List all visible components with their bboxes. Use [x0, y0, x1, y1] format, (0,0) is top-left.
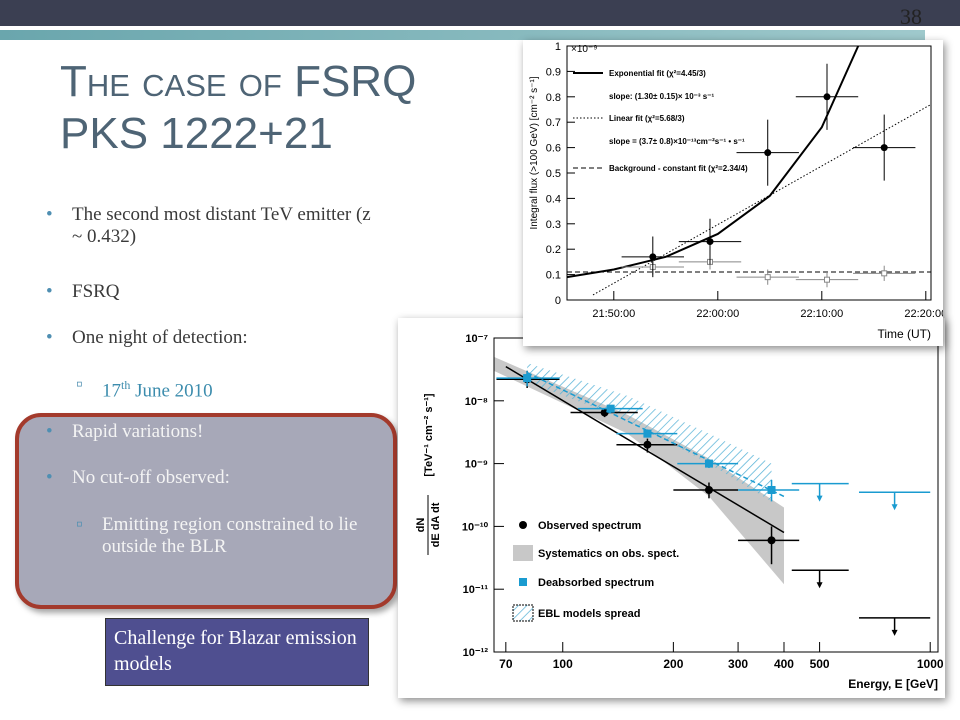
title-line: PKS 1222+21 — [60, 109, 333, 158]
callout: Challenge for Blazar emission models — [105, 618, 369, 686]
slide-title: The case of FSRQ PKS 1222+21 — [60, 56, 416, 160]
legend-swatch — [513, 545, 533, 561]
bullet: The second most distant TeV emitter (z ~… — [46, 204, 372, 248]
bullet: No cut-off observed: — [46, 467, 230, 489]
date-day: 17 — [102, 380, 121, 402]
y-tick-label: 0.3 — [546, 219, 561, 231]
y-tick-label: 10⁻⁹ — [465, 459, 488, 471]
data-point — [606, 404, 615, 413]
spectrum-chart: 10⁻¹² 10⁻¹¹ 10⁻¹⁰ 10⁻⁹ 10⁻⁸ 10⁻⁷ 70 100 200 300 40… — [415, 333, 944, 691]
y-label-units: [TeV⁻¹ cm⁻² s⁻¹] — [423, 393, 435, 477]
date-rest: June 2010 — [130, 380, 213, 402]
fit-line — [592, 103, 932, 296]
y-tick-label: 0.5 — [546, 168, 561, 180]
legend-label: EBL models spread — [538, 608, 641, 620]
data-point — [706, 238, 714, 246]
x-tick-label: 22:10:00 — [800, 308, 843, 320]
x-tick-label: 1000 — [917, 657, 944, 671]
legend-label: Deabsorbed spectrum — [538, 577, 654, 589]
x-tick-label: 22:00:00 — [696, 308, 739, 320]
y-tick-label: 0 — [555, 295, 561, 307]
data-point — [767, 485, 776, 494]
data-point — [649, 253, 657, 261]
x-tick-label: 22:20:00 — [904, 308, 943, 320]
data-point — [823, 93, 831, 101]
legend-label: Observed spectrum — [538, 520, 642, 532]
legend-swatch — [512, 604, 534, 622]
date-suffix: th — [121, 378, 131, 392]
bullet: Rapid variations! — [46, 421, 203, 443]
highlight-box — [15, 413, 397, 609]
legend-note: slope = (3.7± 0.8)×10⁻¹³cm⁻²s⁻¹ • s⁻¹ — [609, 137, 745, 146]
data-point — [523, 374, 532, 383]
y-axis-label: dN dE dA dt [TeV⁻¹ cm⁻² s⁻¹] — [415, 393, 442, 555]
lightcurve-figure: 0 0.1 0.2 0.3 0.4 0.5 0.6 0.7 0.8 0.9 1 21:50:00 22:… — [523, 40, 947, 346]
y-tick-label: 0.1 — [546, 270, 561, 282]
arrow-head — [891, 629, 898, 636]
data-point — [824, 276, 830, 283]
plot-frame — [566, 45, 932, 301]
arrow-head — [816, 495, 823, 502]
x-tick-label: 100 — [553, 657, 573, 671]
data-point — [643, 440, 652, 449]
y-tick-label: 0.9 — [546, 66, 561, 78]
sub-bullet: 17th June 2010 — [76, 374, 213, 402]
y-label-den: dE dA dt — [430, 502, 442, 547]
y-tick-label: 10⁻¹¹ — [463, 584, 489, 596]
legend-marker — [519, 521, 527, 529]
data-point — [643, 429, 652, 438]
title-line: The case of FSRQ — [60, 57, 417, 106]
data-point — [880, 144, 888, 152]
top-bar — [0, 0, 960, 26]
data-point — [764, 149, 772, 157]
y-label-num: dN — [415, 518, 427, 533]
y-tick-label: 10⁻¹² — [463, 647, 489, 659]
legend-label: Linear fit (χ²=5.68/3) — [609, 114, 685, 123]
y-tick-label: 10⁻⁸ — [465, 396, 488, 408]
x-tick-label: 70 — [499, 657, 513, 671]
y-tick-label: 0.6 — [546, 143, 561, 155]
y-tick-label: 10⁻⁷ — [465, 333, 488, 345]
sub-bullet: Emitting region constrained to lie outsi… — [76, 514, 382, 558]
y-tick-label: 0.7 — [546, 117, 561, 129]
lightcurve-chart: 0 0.1 0.2 0.3 0.4 0.5 0.6 0.7 0.8 0.9 1 21:50:00 22:… — [529, 41, 947, 341]
y-tick-label: 0.2 — [546, 244, 561, 256]
data-point — [764, 274, 771, 281]
fit-line — [505, 365, 785, 534]
data-point — [704, 459, 713, 468]
x-tick-label: 500 — [810, 657, 830, 671]
spectrum-figure: 10⁻¹² 10⁻¹¹ 10⁻¹⁰ 10⁻⁹ 10⁻⁸ 10⁻⁷ 70 100 200 300 40… — [398, 318, 945, 698]
arrow-head — [816, 582, 823, 589]
scale-label: ×10⁻⁹ — [571, 44, 598, 55]
bullet: FSRQ — [46, 281, 119, 303]
accent-strip — [0, 30, 925, 40]
fit-line — [566, 45, 860, 279]
slide-number: 38 — [900, 4, 922, 29]
y-tick-label: 1 — [555, 41, 561, 53]
data-point — [881, 270, 888, 277]
legend-note: slope: (1.30± 0.15)× 10⁻³ s⁻¹ — [609, 92, 714, 101]
x-axis-label: Time (UT) — [877, 327, 931, 341]
band — [527, 362, 772, 502]
x-tick-label: 400 — [774, 657, 794, 671]
arrow-head — [891, 504, 898, 511]
x-axis-label: Energy, E [GeV] — [848, 677, 938, 691]
y-axis-label: Integral flux (>100 GeV) [cm⁻² s⁻¹] — [529, 76, 540, 229]
bullet: One night of detection: — [46, 327, 248, 349]
x-tick-label: 300 — [728, 657, 748, 671]
data-point — [704, 485, 713, 494]
legend-label: Background - constant fit (χ²=2.34/4) — [609, 164, 748, 173]
y-tick-label: 0.8 — [546, 92, 561, 104]
legend-label: Systematics on obs. spect. — [538, 548, 679, 560]
y-tick-label: 10⁻¹⁰ — [462, 521, 489, 533]
legend-marker — [519, 578, 527, 586]
x-tick-label: 200 — [663, 657, 683, 671]
legend-label: Exponential fit (χ²=4.45/3) — [609, 69, 706, 78]
x-tick-label: 21:50:00 — [592, 308, 635, 320]
data-point — [767, 536, 776, 545]
y-tick-label: 0.4 — [546, 193, 561, 205]
